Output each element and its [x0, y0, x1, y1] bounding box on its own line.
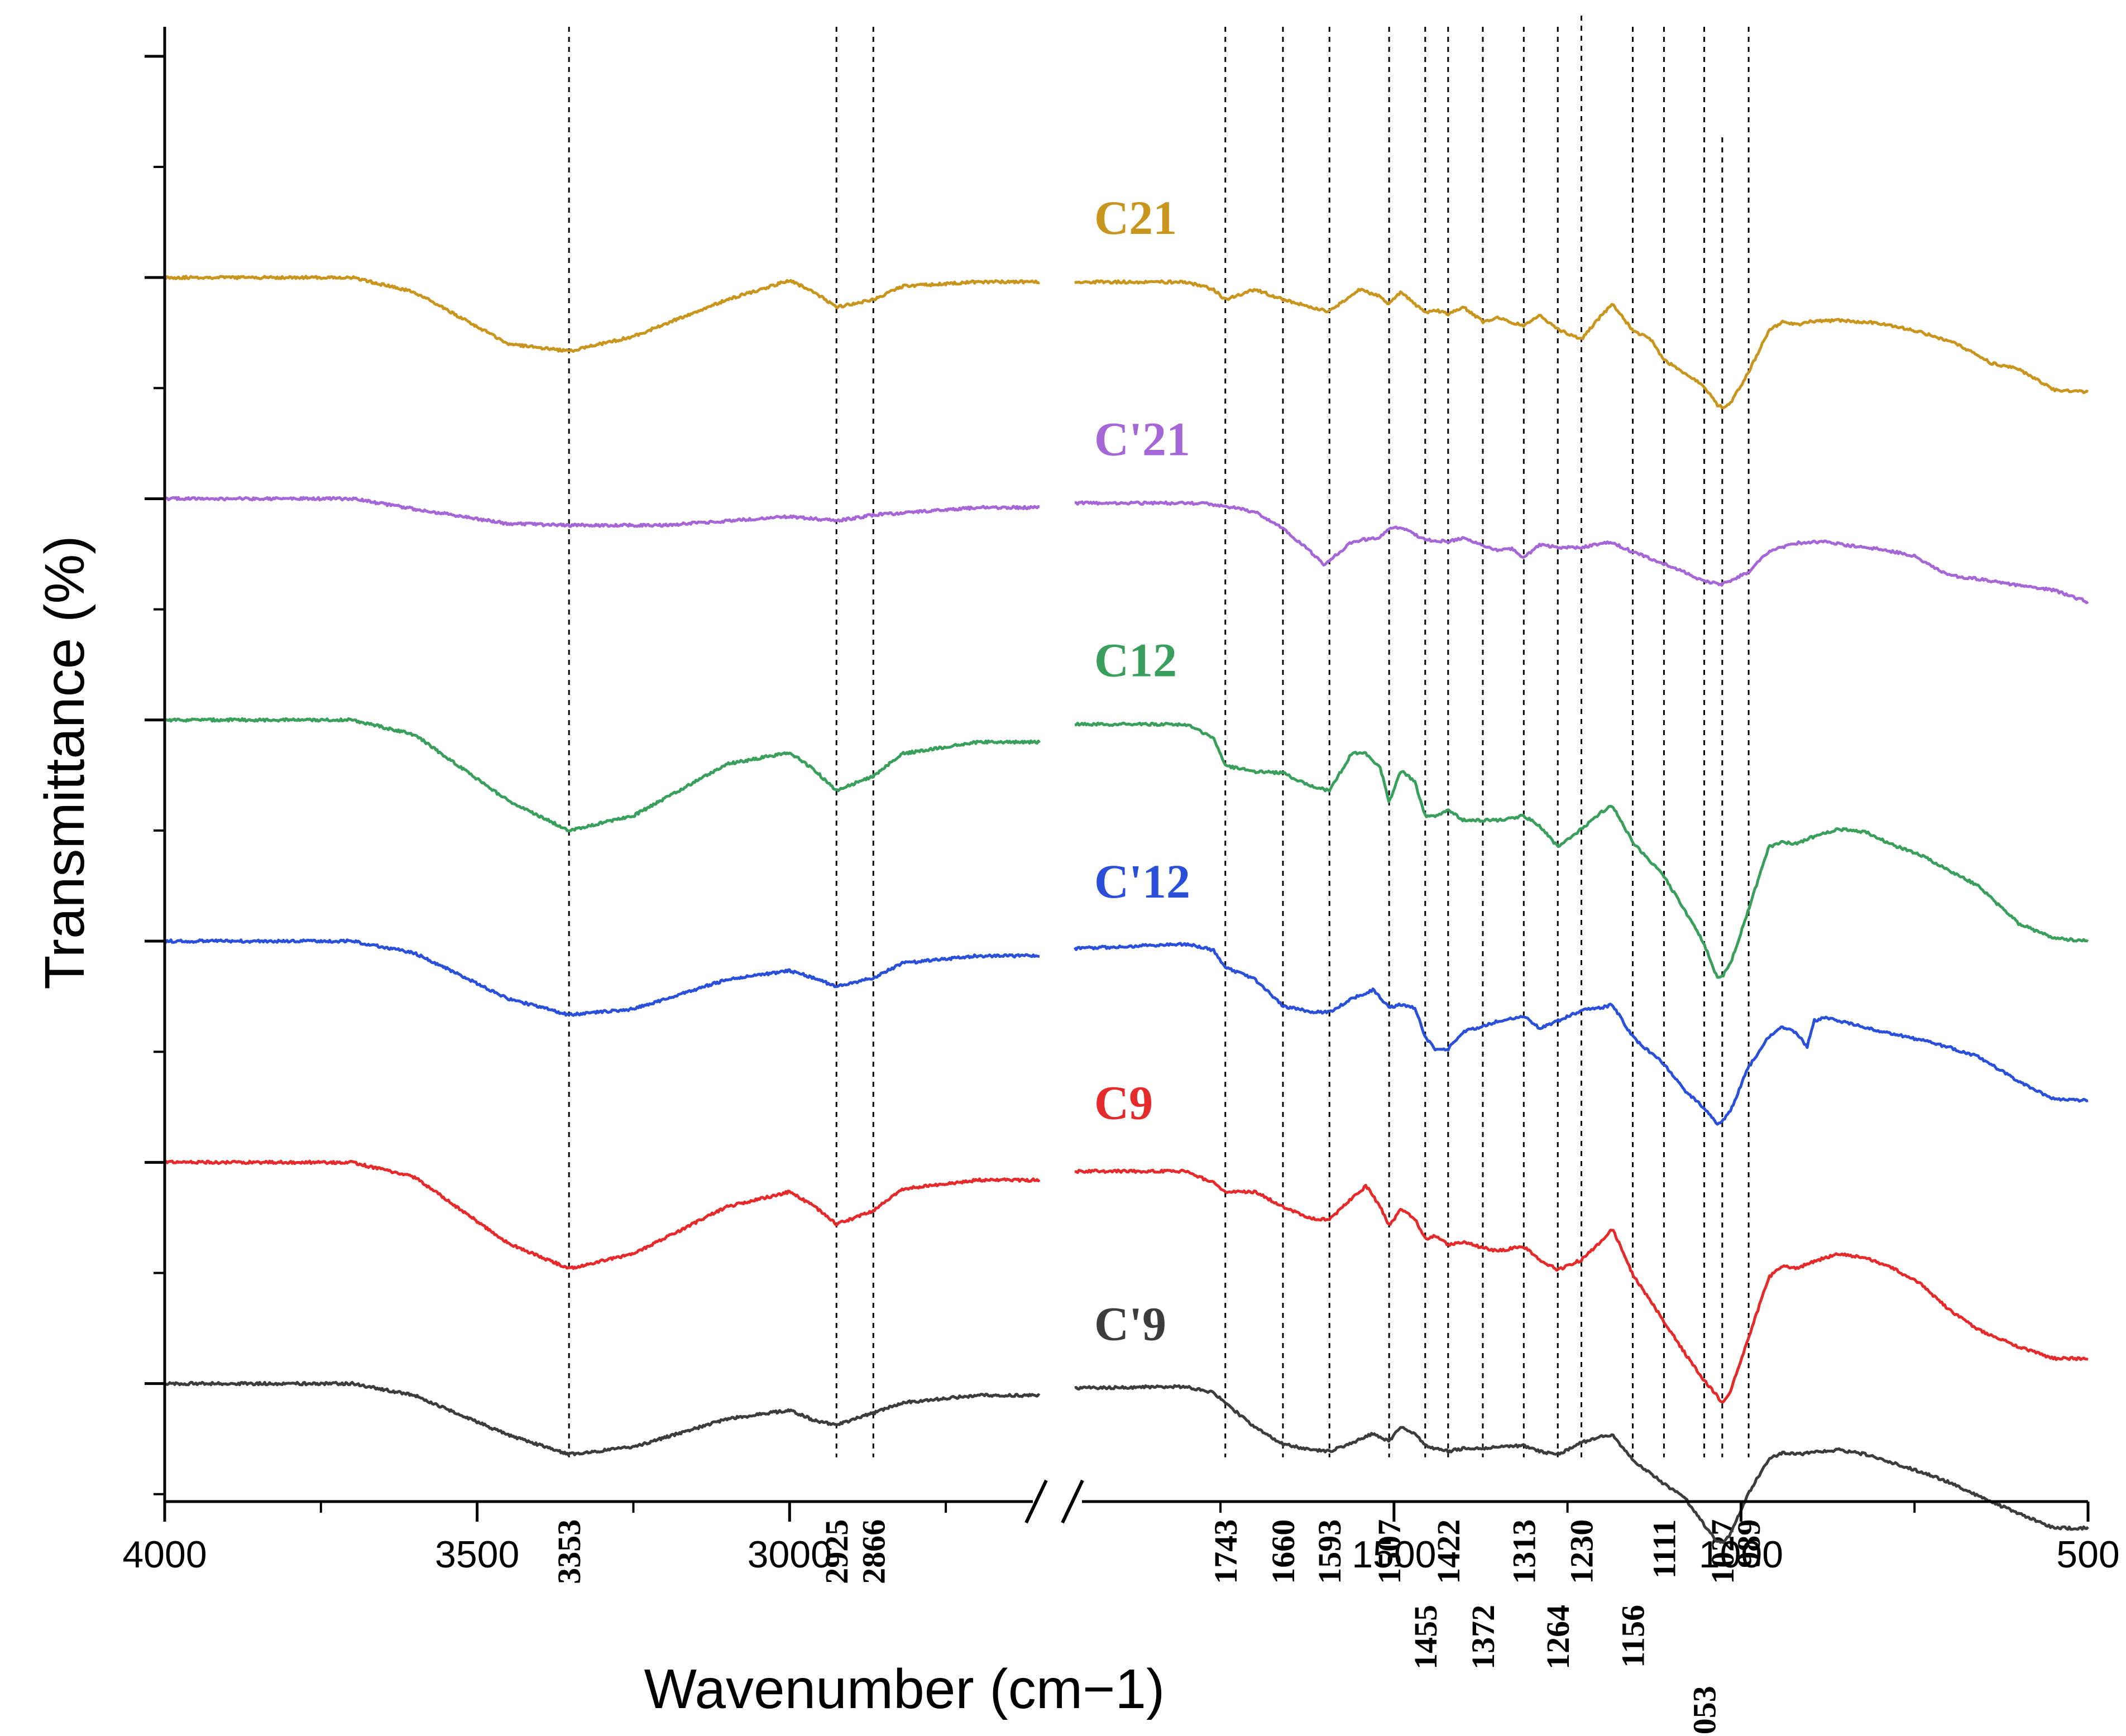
peak-label: 1372	[1465, 1605, 1501, 1670]
series-labels: C21 C'21 C12 C'12 C9 C'9	[1094, 191, 1190, 1351]
series-lines	[164, 275, 2089, 1544]
x-tick-label: 3000	[748, 1533, 832, 1576]
peak-label: 1660	[1265, 1519, 1301, 1584]
x-tick-label: 1500	[1352, 1533, 1436, 1576]
series-label: C'21	[1094, 412, 1190, 466]
peak-label: 1264	[1540, 1605, 1576, 1670]
series-line-c12	[1074, 721, 2089, 979]
peak-label: 1230	[1564, 1519, 1600, 1584]
x-tick-label: 4000	[122, 1533, 207, 1576]
series-label: C'9	[1094, 1297, 1166, 1351]
series-line-cprime21	[1074, 500, 2089, 605]
series-label: C12	[1094, 634, 1177, 687]
peak-label: 1313	[1506, 1519, 1542, 1584]
series-line-c12	[164, 717, 1041, 832]
peak-label: 2866	[855, 1519, 892, 1584]
series-line-cprime12	[1073, 942, 2089, 1126]
x-tick-label: 1000	[1699, 1533, 1783, 1576]
axes	[163, 27, 2088, 1524]
peak-label: 2925	[818, 1519, 855, 1584]
series-line-c9	[1074, 1168, 2089, 1403]
x-axis-title: Wavenumber (cm−1)	[644, 1658, 1165, 1720]
series-line-cprime9	[164, 1380, 1041, 1457]
y-axis-title: Transmittance (%)	[33, 535, 96, 989]
series-label: C'12	[1094, 855, 1190, 908]
axis-break-mark	[1061, 1479, 1084, 1524]
y-axis-ticks	[145, 55, 165, 1495]
series-line-c21	[1074, 279, 2089, 410]
peak-label: 1111	[1646, 1519, 1682, 1579]
x-tick-label: 3500	[435, 1533, 519, 1576]
x-axis-ticks: 4000 3500 3000 1500 1000 500	[122, 1502, 2120, 1576]
peak-label: 1507	[1371, 1519, 1407, 1584]
peak-label: 1027	[1704, 1519, 1741, 1584]
series-line-cprime21	[164, 496, 1040, 528]
peak-label: 1422	[1430, 1519, 1467, 1584]
peak-label: 989	[1731, 1519, 1767, 1568]
series-line-c21	[164, 275, 1040, 353]
peak-label: 1156	[1615, 1605, 1651, 1668]
series-label: C9	[1094, 1076, 1153, 1129]
series-line-cprime12	[164, 938, 1040, 1017]
axis-break-mark	[1024, 1479, 1048, 1524]
series-line-cprime9	[1074, 1384, 2089, 1544]
peak-label: 1593	[1311, 1519, 1348, 1584]
peak-label: 1743	[1208, 1519, 1244, 1584]
series-label: C21	[1094, 191, 1177, 244]
peak-label: 1455	[1407, 1605, 1444, 1670]
series-line-c9	[164, 1159, 1041, 1270]
peak-label: 1053	[1687, 1686, 1723, 1736]
peak-label: 3353	[551, 1519, 587, 1584]
x-tick-label: 500	[2056, 1533, 2119, 1576]
